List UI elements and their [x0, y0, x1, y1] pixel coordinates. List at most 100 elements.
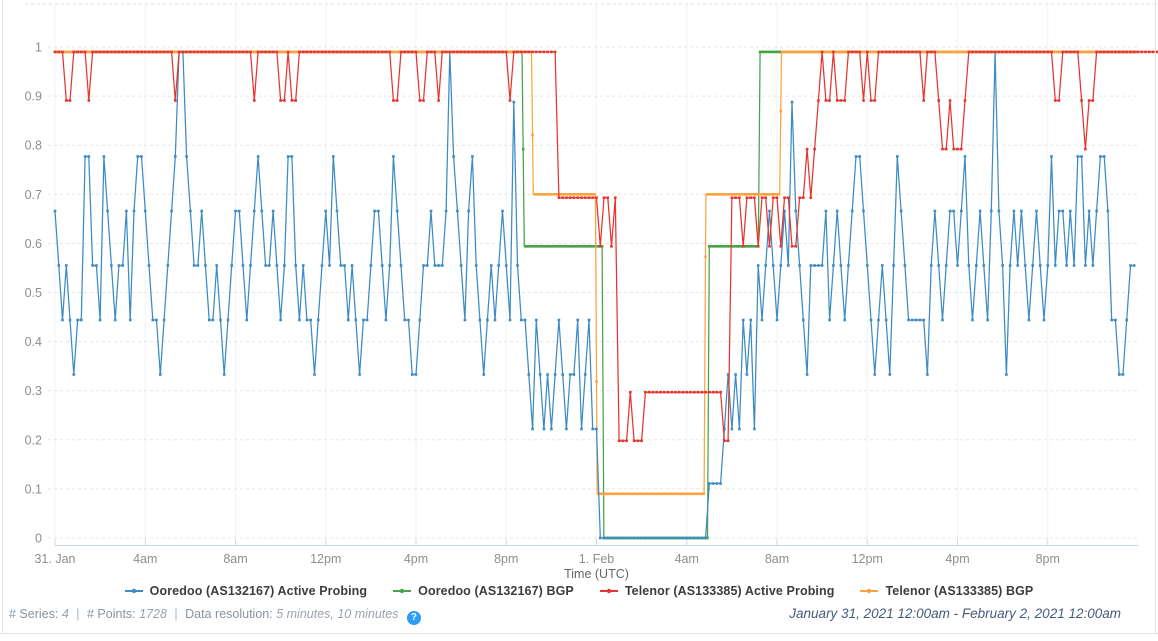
- data-point-marker: [292, 50, 296, 54]
- data-point-marker: [773, 193, 777, 196]
- data-point-marker: [463, 318, 467, 322]
- data-point-marker: [275, 264, 279, 267]
- data-point-marker: [685, 536, 689, 540]
- data-point-marker: [576, 245, 579, 248]
- data-point-marker: [531, 50, 534, 54]
- data-point-marker: [662, 492, 666, 496]
- data-point-marker: [128, 318, 132, 322]
- data-point-marker: [884, 50, 888, 54]
- data-point-marker: [768, 245, 771, 248]
- data-point-marker: [1121, 50, 1125, 54]
- legend-item-telenor-as133385-active-probing[interactable]: Telenor (AS133385) Active Probing: [599, 584, 835, 598]
- data-point-marker: [489, 264, 493, 267]
- legend-item-ooredoo-as132167-bgp[interactable]: Ooredoo (AS132167) BGP: [393, 584, 574, 598]
- help-icon[interactable]: ?: [406, 610, 421, 625]
- legend-label: Ooredoo (AS132167) BGP: [418, 584, 574, 598]
- x-tick-label: 4am: [133, 552, 157, 566]
- data-point-marker: [640, 536, 643, 540]
- data-point-marker: [1125, 318, 1128, 322]
- data-point-marker: [397, 50, 401, 54]
- data-point-marker: [132, 50, 136, 54]
- data-point-marker: [1129, 264, 1132, 267]
- data-point-marker: [993, 50, 997, 54]
- data-point-marker: [226, 318, 230, 322]
- data-point-marker: [377, 50, 380, 54]
- data-point-marker: [350, 264, 354, 267]
- data-point-marker: [615, 492, 619, 496]
- data-point-marker: [723, 193, 726, 196]
- data-point-marker: [796, 50, 799, 54]
- legend-item-ooredoo-as132167-active-probing[interactable]: Ooredoo (AS132167) Active Probing: [124, 584, 367, 598]
- data-point-marker: [751, 245, 754, 248]
- data-point-marker: [437, 264, 440, 267]
- data-point-marker: [403, 50, 406, 54]
- data-point-marker: [1155, 50, 1158, 54]
- data-point-marker: [185, 155, 188, 158]
- data-point-marker: [565, 245, 568, 248]
- data-point-marker: [589, 193, 593, 196]
- data-point-marker: [781, 50, 784, 54]
- data-point-marker: [332, 50, 335, 54]
- data-point-marker: [339, 50, 343, 54]
- data-point-marker: [343, 50, 346, 54]
- data-point-marker: [1091, 50, 1095, 54]
- data-point-marker: [520, 50, 523, 54]
- data-point-marker: [937, 50, 940, 54]
- data-point-marker: [95, 264, 98, 267]
- data-point-marker: [683, 492, 687, 496]
- resolution-value: 5 minutes, 10 minutes: [276, 607, 399, 621]
- x-tick-label: 31. Jan: [34, 552, 75, 566]
- data-point-marker: [574, 245, 578, 248]
- data-point-marker: [892, 264, 895, 267]
- data-point-marker: [760, 196, 764, 199]
- data-point-marker: [662, 536, 666, 540]
- data-point-marker: [189, 209, 192, 213]
- data-point-marker: [730, 193, 734, 196]
- y-tick-label: 0.5: [25, 286, 42, 300]
- data-point-marker: [636, 439, 640, 443]
- data-point-marker: [600, 245, 604, 248]
- date-range-label: January 31, 2021 12:00am - February 2, 2…: [789, 606, 1121, 621]
- points-count-label: # Points:: [87, 607, 136, 621]
- x-tick-label: 8pm: [494, 552, 518, 566]
- data-point-marker: [1057, 50, 1061, 54]
- data-point-marker: [230, 50, 233, 54]
- data-point-marker: [736, 245, 739, 248]
- data-point-marker: [715, 193, 719, 196]
- data-point-marker: [749, 193, 752, 196]
- data-point-marker: [399, 264, 403, 267]
- legend-item-telenor-as133385-bgp[interactable]: Telenor (AS133385) BGP: [860, 584, 1033, 598]
- data-point-marker: [102, 50, 106, 54]
- data-point-marker: [535, 50, 538, 54]
- data-point-marker: [253, 50, 256, 54]
- data-point-marker: [711, 482, 715, 485]
- data-point-marker: [1061, 209, 1065, 213]
- data-point-marker: [881, 264, 884, 267]
- data-point-marker: [254, 50, 258, 54]
- data-point-marker: [817, 99, 820, 102]
- data-point-marker: [565, 193, 568, 196]
- data-point-marker: [595, 380, 598, 383]
- timeseries-chart[interactable]: 31. Jan 4am 8am 12pm 4pm 8pm 1. Feb 4am 8am 12pm 4…: [0, 0, 1158, 582]
- data-point-marker: [548, 245, 551, 248]
- data-point-marker: [87, 50, 91, 54]
- data-point-marker: [914, 318, 918, 322]
- data-point-marker: [907, 50, 910, 54]
- data-point-marker: [847, 264, 850, 267]
- data-point-marker: [864, 50, 867, 54]
- data-point-marker: [708, 245, 711, 248]
- data-point-marker: [1057, 209, 1061, 213]
- data-point-marker: [68, 318, 72, 322]
- legend-marker-icon: [124, 588, 143, 594]
- data-point-marker: [640, 492, 643, 496]
- data-point-marker: [788, 50, 792, 54]
- data-point-marker: [867, 50, 871, 54]
- data-point-marker: [373, 209, 376, 213]
- data-point-marker: [723, 439, 726, 443]
- data-point-marker: [1005, 373, 1008, 376]
- data-point-marker: [497, 264, 500, 267]
- data-point-marker: [324, 50, 327, 54]
- data-point-marker: [948, 99, 952, 102]
- data-point-marker: [339, 264, 343, 267]
- data-point-marker: [1076, 50, 1080, 54]
